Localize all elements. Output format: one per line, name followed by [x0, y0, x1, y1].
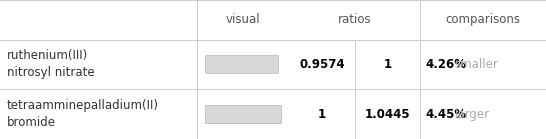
Text: 4.26%: 4.26% [426, 58, 467, 71]
Text: larger: larger [455, 108, 490, 121]
Text: tetraamminepalladium(II)
bromide: tetraamminepalladium(II) bromide [7, 99, 158, 129]
Text: comparisons: comparisons [446, 13, 521, 26]
Text: 1.0445: 1.0445 [365, 108, 411, 121]
Text: smaller: smaller [455, 58, 498, 71]
Text: ratios: ratios [338, 13, 372, 26]
Text: 0.9574: 0.9574 [299, 58, 345, 71]
Text: 4.45%: 4.45% [426, 108, 467, 121]
Bar [205, 55, 278, 73]
Text: 1: 1 [318, 108, 326, 121]
Bar [205, 105, 281, 123]
Text: ruthenium(III)
nitrosyl nitrate: ruthenium(III) nitrosyl nitrate [7, 49, 94, 79]
Text: 1: 1 [384, 58, 391, 71]
Text: visual: visual [225, 13, 260, 26]
